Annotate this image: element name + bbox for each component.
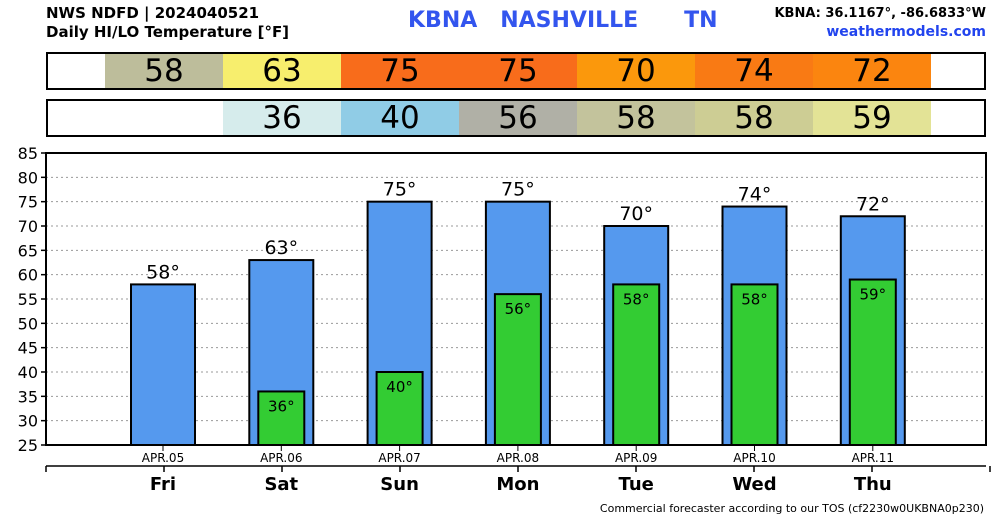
low-bar <box>375 371 424 446</box>
y-tick-label: 35 <box>18 387 38 406</box>
high-bar-label: 75° <box>501 179 535 201</box>
date-label: APR.10 <box>733 451 775 465</box>
high-temp-cell: 58 <box>105 53 223 89</box>
y-tick-label: 80 <box>18 168 38 187</box>
y-tick-label: 70 <box>18 217 38 236</box>
station-title: KBNA NASHVILLE TN <box>408 8 718 33</box>
low-bar-label: 58° <box>741 290 768 308</box>
header-right: KBNA: 36.1167°, -86.6833°W weathermodels… <box>774 5 986 41</box>
low-bar-label: 58° <box>623 290 650 308</box>
low-temp-cell: 58 <box>695 100 813 136</box>
high-bar-label: 70° <box>619 203 653 225</box>
low-bar-label: 40° <box>386 378 413 396</box>
y-tick-label: 25 <box>18 436 38 455</box>
chart-subtitle: Daily HI/LO Temperature [°F] <box>46 23 290 41</box>
y-tick-label: 60 <box>18 266 38 285</box>
high-temp-cell: 63 <box>223 53 341 89</box>
day-label: Wed <box>732 474 776 495</box>
header-left: NWS NDFD | 2024040521 Daily HI/LO Temper… <box>46 4 289 42</box>
day-label: Sun <box>380 474 419 495</box>
low-bar <box>493 293 542 446</box>
high-bar-label: 63° <box>264 237 298 259</box>
y-tick-label: 65 <box>18 241 38 260</box>
high-bar-label: 58° <box>146 261 180 283</box>
y-tick-label: 75 <box>18 193 38 212</box>
y-tick-label: 30 <box>18 412 38 431</box>
low-temp-cell: 40 <box>341 100 459 136</box>
high-temp-strip: 58 63 75 75 70 74 72 <box>46 52 986 90</box>
day-label: Thu <box>854 474 892 495</box>
high-temp-cell: 72 <box>813 53 931 89</box>
date-label: APR.06 <box>260 451 302 465</box>
low-temp-cell: 59 <box>813 100 931 136</box>
high-temp-cell: 70 <box>577 53 695 89</box>
low-temp-cell <box>105 101 223 135</box>
date-label: APR.11 <box>852 451 894 465</box>
date-label: APR.09 <box>615 451 657 465</box>
day-label: Mon <box>496 474 539 495</box>
y-tick-label: 55 <box>18 290 38 309</box>
y-tick-label: 50 <box>18 314 38 333</box>
low-bar-label: 56° <box>505 300 532 318</box>
y-tick-label: 85 <box>18 144 38 163</box>
low-bar-label: 36° <box>268 397 295 415</box>
high-bar-label: 74° <box>738 184 772 206</box>
low-bar <box>848 278 897 446</box>
low-temp-cell: 36 <box>223 100 341 136</box>
low-bar-label: 59° <box>860 286 887 304</box>
date-label: APR.05 <box>142 451 184 465</box>
low-bar <box>730 283 779 446</box>
high-bar-label: 72° <box>856 193 890 215</box>
high-bar-label: 75° <box>383 179 417 201</box>
high-temp-cell: 74 <box>695 53 813 89</box>
day-label: Tue <box>619 474 654 495</box>
high-temp-cell: 75 <box>341 53 459 89</box>
date-label: APR.07 <box>378 451 420 465</box>
high-bar <box>130 283 196 446</box>
site-link[interactable]: weathermodels.com <box>826 24 986 40</box>
low-temp-cell: 58 <box>577 100 695 136</box>
y-tick-label: 45 <box>18 339 38 358</box>
high-temp-cell: 75 <box>459 53 577 89</box>
y-tick-label: 40 <box>18 363 38 382</box>
product-title: NWS NDFD | 2024040521 <box>46 4 260 22</box>
day-label: Fri <box>150 474 176 495</box>
low-bar <box>612 283 661 446</box>
date-label: APR.08 <box>497 451 539 465</box>
low-temp-cell: 56 <box>459 100 577 136</box>
day-label: Sat <box>264 474 298 495</box>
low-temp-strip: 36 40 56 58 58 59 <box>46 99 986 137</box>
footer-note: Commercial forecaster according to our T… <box>599 502 984 515</box>
station-coords: KBNA: 36.1167°, -86.6833°W <box>774 6 986 21</box>
